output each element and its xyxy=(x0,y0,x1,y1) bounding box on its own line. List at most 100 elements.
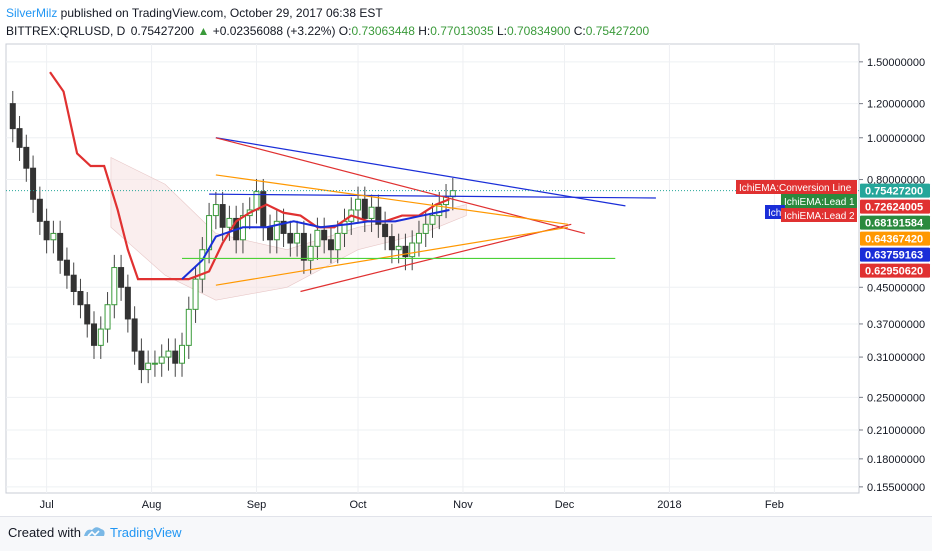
trendline-orange-upper xyxy=(215,174,568,225)
candle-body xyxy=(131,318,138,352)
change-value: +0.02356088 (+3.22%) xyxy=(212,24,336,38)
base-line xyxy=(181,209,450,280)
x-tick-label: Nov xyxy=(453,499,473,511)
indicator-tag-box xyxy=(736,180,857,194)
candle-body xyxy=(151,362,158,365)
published-text: published on TradingView.com, October 29… xyxy=(57,6,383,20)
open-label: O: xyxy=(338,24,352,38)
candle-body xyxy=(409,242,416,258)
indicator-tag-box xyxy=(781,194,857,208)
candle-body xyxy=(179,344,186,364)
indicator-tag-text: Ichi xyxy=(768,208,784,219)
indicator-tag-box xyxy=(765,205,785,219)
candle-body xyxy=(267,226,274,241)
candle-body xyxy=(355,198,362,211)
tradingview-logo-icon xyxy=(84,527,105,537)
high-value: 0.77013035 xyxy=(430,24,494,38)
indicator-tag-text: IchiEMA:Lead 1 xyxy=(784,197,855,208)
candle-body xyxy=(50,232,57,241)
candle-body xyxy=(16,128,23,148)
price-labels: 0.75427200 0.72624005 0.68191584 0.64367420… xyxy=(860,183,930,278)
y-tick-label: 0.15500000 xyxy=(867,482,925,494)
candle-body xyxy=(368,206,375,219)
y-tick-label: 1.00000000 xyxy=(867,133,925,145)
y-tick-label: 0.80000000 xyxy=(867,175,925,187)
price-label-box xyxy=(860,183,930,198)
y-tick-label: 0.45000000 xyxy=(867,282,925,294)
close-label: C: xyxy=(573,24,586,38)
candle-body xyxy=(165,350,172,358)
candle-body xyxy=(77,290,84,306)
candle-body xyxy=(145,362,152,371)
candle-body xyxy=(57,232,64,261)
candle-body xyxy=(294,232,301,244)
candle-body xyxy=(91,323,98,346)
footer: Created with TradingView xyxy=(0,516,932,551)
candle-body xyxy=(260,191,267,228)
ohlc-bar: BITTREX:QRLUSD, D 0.75427200 ▲ +0.023560… xyxy=(6,22,649,40)
candle-body xyxy=(422,223,429,234)
candle-body xyxy=(36,198,43,222)
candle-body xyxy=(199,249,206,280)
y-tick-label: 0.31000000 xyxy=(867,352,925,364)
last-price: 0.75427200 xyxy=(130,24,195,38)
candle-body xyxy=(429,215,436,225)
candle-body xyxy=(307,245,314,261)
grid xyxy=(6,44,859,493)
low-label: L: xyxy=(496,24,507,38)
time-axis[interactable]: Jul Aug Sep Oct Nov Dec 2018 Feb xyxy=(40,499,784,511)
high-label: H: xyxy=(418,24,431,38)
y-tick-label: 0.21000000 xyxy=(867,425,925,437)
indicator-tag-text: IchiEMA:Lead 2 xyxy=(784,211,855,222)
candle-body xyxy=(63,259,70,276)
candle-body xyxy=(382,223,389,238)
price-label-text: 0.68191584 xyxy=(865,218,924,230)
indicator-tag-text: IchiEMA:Conversion Line xyxy=(739,183,852,194)
candle-body xyxy=(280,220,287,234)
trendline-blue-horizontal xyxy=(209,193,656,199)
price-axis[interactable]: 1.50000000 1.20000000 1.00000000 0.80000000… xyxy=(859,57,925,494)
candle-body xyxy=(185,308,192,346)
candle-body xyxy=(334,232,341,251)
price-label-box xyxy=(860,199,930,214)
candle-body xyxy=(124,286,131,320)
candle-body xyxy=(97,328,104,346)
candle-body xyxy=(402,245,409,258)
candle-body xyxy=(219,204,226,228)
x-tick-label: 2018 xyxy=(657,499,681,511)
symbol-label: BITTREX:QRLUSD, D xyxy=(6,24,126,38)
candle-body xyxy=(192,278,199,310)
y-tick-label: 0.37000000 xyxy=(867,319,925,331)
candle-body xyxy=(341,220,348,234)
candle-body xyxy=(436,204,443,217)
tradingview-brand-link[interactable]: TradingView xyxy=(110,525,182,540)
author-link[interactable]: SilverMilz xyxy=(6,6,58,20)
y-tick-label: 0.18000000 xyxy=(867,454,925,466)
trendline-orange-lower xyxy=(215,226,568,286)
created-with-text: Created with xyxy=(8,525,81,540)
candle-body xyxy=(23,146,30,169)
price-label-box xyxy=(860,263,930,278)
price-label-box xyxy=(860,215,930,230)
candle-body xyxy=(314,229,321,247)
trendline-blue-upper xyxy=(215,137,626,207)
candle-body xyxy=(300,232,307,261)
x-tick-label: Dec xyxy=(555,499,575,511)
x-tick-label: Sep xyxy=(247,499,267,511)
candle-body xyxy=(138,350,145,371)
candle-body xyxy=(84,304,91,325)
price-label-box xyxy=(860,247,930,262)
candle-body xyxy=(327,239,334,251)
candle-body xyxy=(104,304,111,330)
candle-body xyxy=(158,356,165,364)
low-value: 0.70834900 xyxy=(506,24,571,38)
candle-body xyxy=(9,103,16,130)
price-label-box xyxy=(860,231,930,246)
indicator-tag-box xyxy=(781,208,857,222)
price-label-text: 0.75427200 xyxy=(865,186,923,198)
plot-area[interactable] xyxy=(5,43,860,494)
y-tick-label: 1.20000000 xyxy=(867,99,925,111)
price-chart[interactable]: Jul Aug Sep Oct Nov Dec 2018 Feb 1.50000000 1.20… xyxy=(0,0,932,516)
candle-body xyxy=(111,267,118,306)
